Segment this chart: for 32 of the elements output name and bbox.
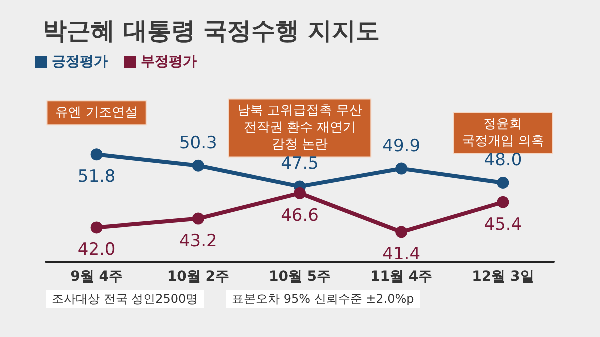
point [396, 162, 408, 175]
chart-title: 박근혜 대통령 국정수행 지지도 [43, 17, 380, 45]
annotation: 정윤회 국정개입 의혹 [462, 116, 544, 149]
point [90, 148, 103, 161]
data-label: 48.0 [484, 150, 522, 170]
legend-label: 부정평가 [141, 54, 197, 70]
annotation: 남북 고위급접촉 무산 전작권 환수 재연기 감청 논란 [237, 104, 363, 153]
data-label: 45.4 [484, 214, 522, 235]
point [497, 176, 510, 189]
x-tick-label: 10월 5주 [268, 269, 332, 285]
data-label: 42.0 [78, 240, 116, 260]
legend-label: 긍정평가 [52, 54, 108, 70]
x-tick-label: 10월 2주 [167, 269, 230, 285]
annotation: 유엔 기조연설 [56, 106, 138, 121]
x-tick-label: 12월 3일 [472, 269, 534, 285]
point [294, 187, 306, 200]
point [192, 160, 204, 172]
point [90, 222, 103, 234]
point [396, 226, 408, 238]
text: 표본오차 95% 신뢰수준 ±2.0%p [232, 292, 414, 306]
data-label: 43.2 [179, 231, 218, 252]
point [192, 212, 204, 225]
data-label: 46.6 [281, 206, 319, 226]
data-label: 51.8 [78, 167, 116, 188]
point [497, 196, 510, 208]
data-label: 47.5 [281, 154, 319, 174]
text: 조사대상 전국 성인2500명 [52, 292, 198, 306]
data-label: 41.4 [382, 244, 421, 265]
data-label: 50.3 [179, 133, 218, 154]
data-label: 49.9 [382, 136, 421, 156]
x-tick-label: 11월 4주 [370, 269, 433, 285]
x-tick-label: 9월 4주 [70, 269, 123, 285]
